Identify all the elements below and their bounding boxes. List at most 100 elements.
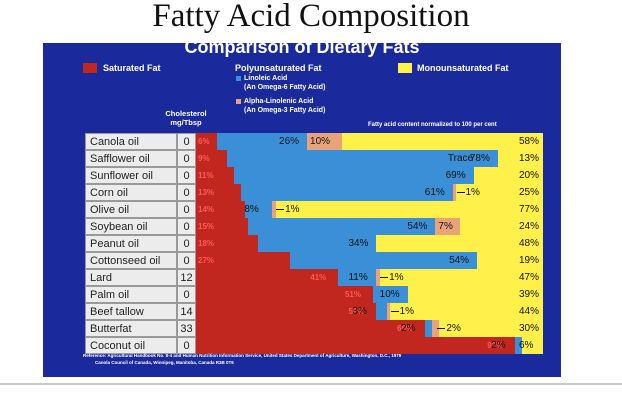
cholesterol-value: 0 xyxy=(177,252,196,269)
legend-saturated-label: Saturated Fat xyxy=(103,63,161,73)
cholesterol-value: 0 xyxy=(177,150,196,167)
saturated-label: 51% xyxy=(344,290,361,299)
references-line2: Canola Council of Canada, Winnipeg, Mani… xyxy=(95,360,234,365)
references-line1: Reference: Agricultural Handbook No. 8-4… xyxy=(83,353,402,358)
mono-bar xyxy=(459,218,543,235)
mono-bar xyxy=(407,286,543,303)
alpha-linolenic-bar xyxy=(376,269,380,286)
saturated-bar xyxy=(196,320,426,337)
cholesterol-value: 0 xyxy=(177,337,196,354)
linoleic-label: 69% xyxy=(445,170,466,181)
saturated-bar xyxy=(196,303,377,320)
cholesterol-value: 14 xyxy=(177,303,196,320)
alpha-linolenic-arrow xyxy=(437,328,446,329)
mono-label: 24% xyxy=(519,221,540,232)
mono-label: 25% xyxy=(519,187,540,198)
alpha-linolenic-label: 7% xyxy=(438,221,453,232)
mono-bar xyxy=(376,235,543,252)
cholesterol-value: 0 xyxy=(177,286,196,303)
linoleic-bar xyxy=(227,150,498,167)
oil-name: Palm oil xyxy=(85,286,177,303)
saturated-bar xyxy=(196,184,242,201)
alpha-linolenic-arrow xyxy=(380,277,389,278)
linoleic-bar xyxy=(425,320,432,337)
saturated-label: 41% xyxy=(310,273,327,282)
legend-poly-header: Polyunsaturated Fat xyxy=(235,63,322,73)
oil-name: Coconut oil xyxy=(85,337,177,354)
mono-bar xyxy=(497,150,543,167)
cholesterol-value: 0 xyxy=(177,235,196,252)
saturated-label: 18% xyxy=(198,239,215,248)
saturated-bar xyxy=(196,235,259,252)
saturated-bar xyxy=(196,133,217,150)
linoleic-bar xyxy=(338,269,377,286)
mono-label: 47% xyxy=(519,272,540,283)
oil-name: Beef tallow xyxy=(85,303,177,320)
linoleic-bar xyxy=(258,235,377,252)
saturated-label: 13% xyxy=(198,188,215,197)
mono-bar xyxy=(473,167,543,184)
saturated-bar xyxy=(196,150,228,167)
mono-label: 39% xyxy=(519,289,540,300)
oil-name: Sunflower oil xyxy=(85,167,177,184)
oil-name: Lard xyxy=(85,269,177,286)
mono-label: 48% xyxy=(519,238,540,249)
references: Reference: Agricultural Handbook No. 8-4… xyxy=(83,352,401,366)
mono-bar xyxy=(438,320,543,337)
saturated-label: 14% xyxy=(198,205,215,214)
legend-alpha-sub: (An Omega-3 Fatty Acid) xyxy=(244,107,326,114)
alpha-linolenic-note: 1% xyxy=(465,187,480,198)
cholesterol-value: 33 xyxy=(177,320,196,337)
mono-label: 13% xyxy=(519,153,540,164)
saturated-bar xyxy=(196,286,373,303)
saturated-bar xyxy=(196,167,235,184)
alpha-linolenic-bar xyxy=(386,303,391,320)
legend-alpha-label: Alpha-Linolenic Acid xyxy=(244,98,314,105)
saturated-label: 11% xyxy=(198,171,214,180)
linoleic-label: 10% xyxy=(379,289,400,300)
alpha-linolenic-arrow xyxy=(390,311,399,312)
linoleic-bar xyxy=(248,218,436,235)
linoleic-bar xyxy=(515,337,523,354)
alpha-linolenic-note: 2% xyxy=(446,323,461,334)
saturated-label: 66% xyxy=(397,324,414,333)
cholesterol-value: 0 xyxy=(177,218,196,235)
mono-label: 30% xyxy=(519,323,540,334)
linoleic-label: 2% xyxy=(401,323,416,334)
saturated-label: 92% xyxy=(487,341,504,350)
legend-linoleic-label: Linoleic Acid xyxy=(244,75,288,82)
mono-bar xyxy=(275,201,543,218)
oil-name: Olive oil xyxy=(85,201,177,218)
linoleic-bar xyxy=(244,201,273,218)
alpha-linolenic-note: Trace xyxy=(447,153,474,164)
mono-bar xyxy=(379,269,543,286)
oil-name: Corn oil xyxy=(85,184,177,201)
mono-label: 77% xyxy=(519,204,540,215)
alpha-linolenic-bar xyxy=(307,133,342,150)
linoleic-label: 78% xyxy=(469,153,490,164)
linoleic-bar xyxy=(289,252,478,269)
linoleic-label: 54% xyxy=(407,221,428,232)
linoleic-bar xyxy=(234,167,474,184)
mono-bar xyxy=(341,133,543,150)
mono-bar xyxy=(477,252,543,269)
cholesterol-header-line1: Cholesterol xyxy=(165,109,207,118)
mono-label: 19% xyxy=(519,255,540,266)
alpha-linolenic-note: 1% xyxy=(389,272,404,283)
legend-mono-label: Monounsaturated Fat xyxy=(417,63,509,73)
cholesterol-header-line2: mg/Tbsp xyxy=(170,118,202,127)
oil-name: Butterfat xyxy=(85,320,177,337)
saturated-label: 9% xyxy=(198,154,210,163)
linoleic-bar xyxy=(376,303,387,320)
cholesterol-value: 0 xyxy=(177,201,196,218)
saturated-bar xyxy=(196,218,249,235)
linoleic-label: 2% xyxy=(491,340,506,351)
oil-name: Canola oil xyxy=(85,133,177,150)
linoleic-label: 26% xyxy=(279,136,300,147)
linoleic-label: 34% xyxy=(348,238,369,249)
mono-bar xyxy=(456,184,543,201)
saturated-bar xyxy=(196,252,290,269)
normalization-note: Fatty acid content normalized to 100 per… xyxy=(368,122,497,128)
cholesterol-value: 0 xyxy=(177,167,196,184)
saturated-bar xyxy=(196,201,245,218)
